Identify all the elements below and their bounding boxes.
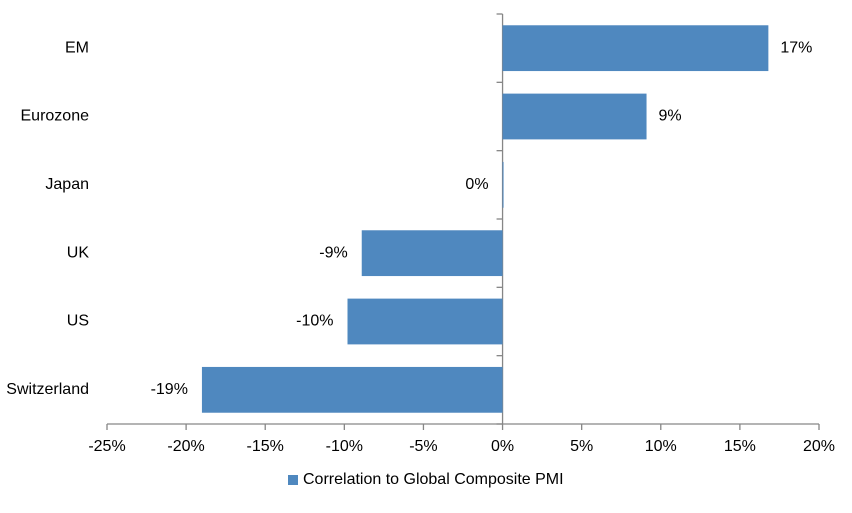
x-tick-label: -15% xyxy=(247,438,284,455)
bar xyxy=(502,161,504,208)
bar xyxy=(502,25,769,72)
x-tick-label: 15% xyxy=(724,438,756,455)
legend-label: Correlation to Global Composite PMI xyxy=(303,471,564,488)
bar xyxy=(361,230,503,277)
x-tick-label: 20% xyxy=(803,438,835,455)
y-tick-label: Switzerland xyxy=(6,381,89,398)
x-tick-label: -5% xyxy=(409,438,437,455)
legend-swatch xyxy=(288,475,298,485)
x-tick-label: -20% xyxy=(167,438,204,455)
x-tick-label: -25% xyxy=(88,438,125,455)
x-tick-label: 0% xyxy=(491,438,514,455)
value-label: -19% xyxy=(151,381,188,398)
bar xyxy=(201,366,503,413)
y-tick-label: Eurozone xyxy=(21,108,90,125)
x-tick-label: 10% xyxy=(645,438,677,455)
value-label: -9% xyxy=(319,244,347,261)
x-tick-label: 5% xyxy=(570,438,593,455)
bar xyxy=(347,298,503,345)
y-tick-label: Japan xyxy=(45,176,89,193)
y-tick-label: UK xyxy=(67,244,90,261)
bar xyxy=(502,93,647,140)
value-label: 0% xyxy=(465,176,488,193)
value-label: -10% xyxy=(296,313,333,330)
y-tick-label: EM xyxy=(65,39,89,56)
y-tick-label: US xyxy=(67,313,89,330)
value-label: 9% xyxy=(659,108,682,125)
value-label: 17% xyxy=(780,39,812,56)
x-tick-label: -10% xyxy=(326,438,363,455)
